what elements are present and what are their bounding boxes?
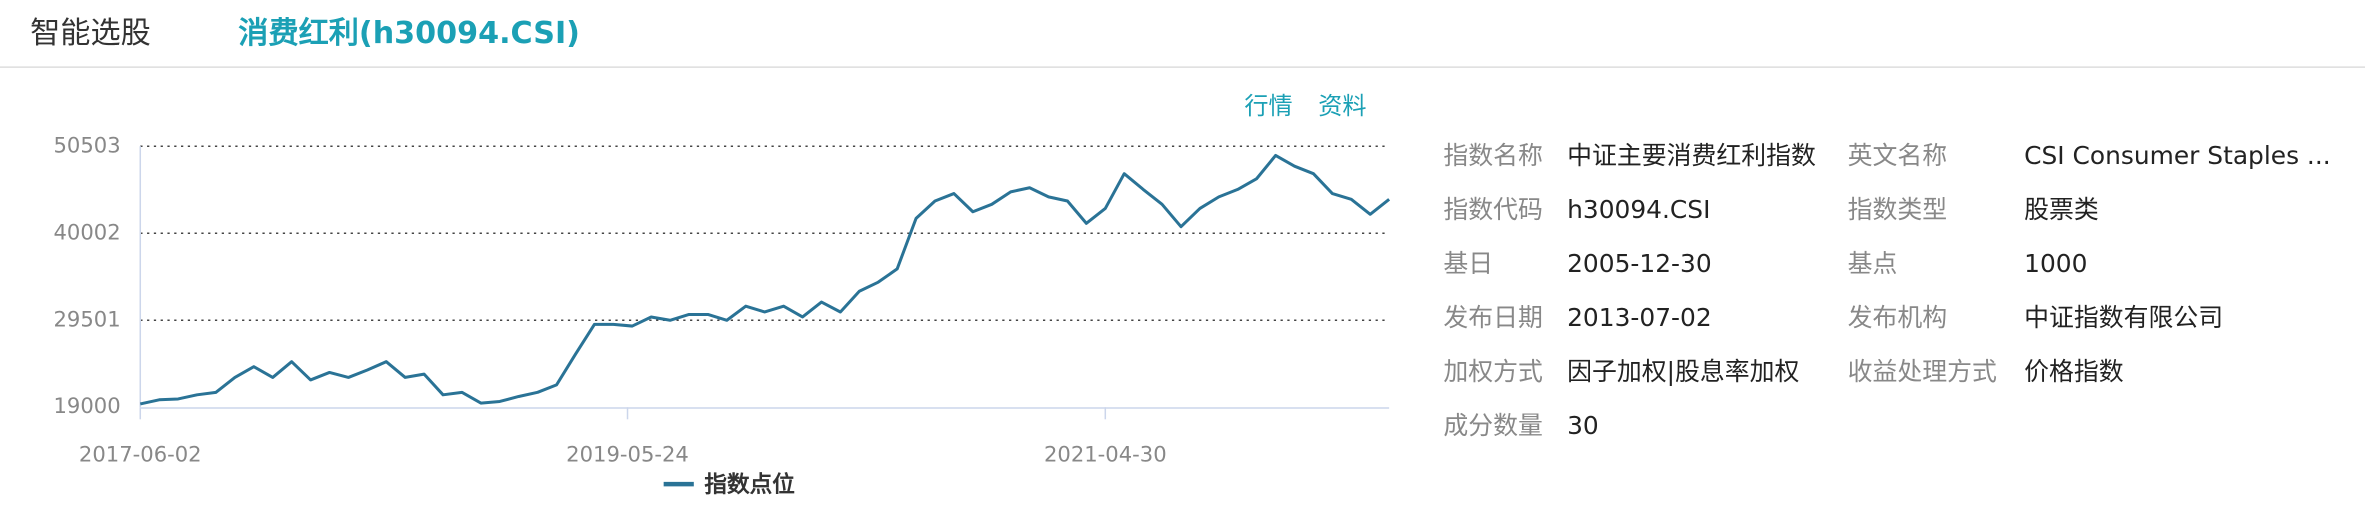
info-value: 因子加权|股息率加权 — [1567, 357, 1799, 386]
info-value: 2013-07-02 — [1567, 303, 1712, 332]
info-value: CSI Consumer Staples ... — [2024, 141, 2331, 170]
x-tick-label: 2021-04-30 — [1044, 442, 1167, 467]
link[interactable]: 行情 — [1244, 92, 1292, 120]
x-tick-label: 2019-05-24 — [566, 442, 689, 467]
info-label: 指数名称 — [1443, 141, 1543, 170]
info-value: h30094.CSI — [1567, 195, 1710, 224]
y-tick-label: 50503 — [54, 132, 121, 157]
info-label: 成分数量 — [1443, 411, 1543, 440]
y-tick-label: 29501 — [54, 306, 121, 331]
info-label: 基日 — [1443, 249, 1493, 278]
line — [139, 153, 1391, 406]
x-tick-label: 2017-06-02 — [79, 442, 202, 467]
info-value: 股票类 — [2024, 195, 2099, 224]
info-value: 价格指数 — [2024, 357, 2124, 386]
link[interactable]: 资料 — [1318, 92, 1366, 120]
info-value: 中证指数有限公司 — [2024, 303, 2223, 332]
info-label: 发布日期 — [1443, 303, 1543, 332]
info-label: 指数代码 — [1443, 195, 1543, 224]
y-tick-label: 19000 — [54, 393, 121, 418]
info-value: 1000 — [2024, 249, 2087, 278]
info-value: 30 — [1567, 411, 1599, 440]
info-label: 加权方式 — [1443, 357, 1543, 386]
legend-label: 指数点位 — [704, 471, 795, 498]
info-label: 基点 — [1848, 249, 1898, 278]
info-value: 2005-12-30 — [1567, 249, 1712, 278]
info-label: 英文名称 — [1848, 141, 1948, 170]
info-label: 指数类型 — [1848, 195, 1948, 224]
y-tick-label: 40002 — [54, 219, 121, 244]
info-value: 中证主要消费红利指数 — [1567, 141, 1816, 170]
index-title: 消费红利(h30094.CSI) — [238, 16, 580, 51]
info-label: 发布机构 — [1848, 303, 1948, 332]
info-label: 收益处理方式 — [1848, 357, 1997, 386]
tab[interactable]: 智能选股 — [30, 16, 151, 51]
